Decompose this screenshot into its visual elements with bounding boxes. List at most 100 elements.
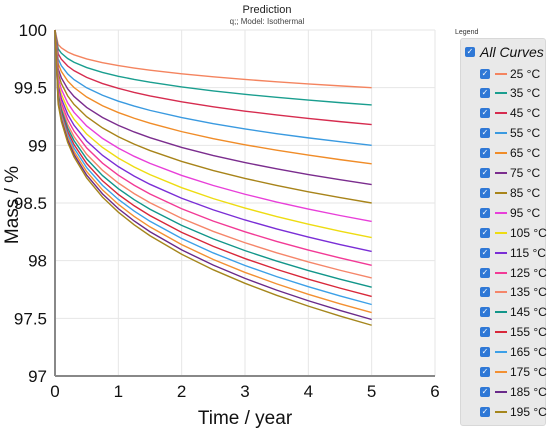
legend-item[interactable]: ✓ 85 °C bbox=[461, 183, 547, 202]
legend-item[interactable]: ✓ 155 °C bbox=[461, 323, 547, 342]
legend-swatch bbox=[495, 72, 507, 75]
series-line bbox=[54, 29, 372, 126]
legend-item[interactable]: ✓ 125 °C bbox=[461, 263, 547, 282]
legend-label: 25 °C bbox=[510, 66, 541, 81]
legend-label: 95 °C bbox=[510, 205, 541, 220]
series-line bbox=[54, 29, 372, 89]
legend-label: 135 °C bbox=[510, 285, 547, 300]
legend-swatch bbox=[495, 92, 507, 95]
legend-title: Legend bbox=[455, 29, 479, 36]
legend-item[interactable]: ✓ 25 °C bbox=[461, 64, 547, 83]
all-curves-label: All Curves bbox=[480, 43, 544, 60]
legend-label: 85 °C bbox=[510, 185, 541, 200]
series-line bbox=[54, 29, 372, 288]
chart-plot: Prediction q;; Model: Isothermal 0 1 2 3 4 5 6… bbox=[2, 4, 440, 429]
y-tick-label: 100 bbox=[19, 21, 47, 40]
legend-checkbox[interactable]: ✓ bbox=[480, 386, 490, 397]
series-line bbox=[54, 29, 372, 314]
legend-label: 195 °C bbox=[510, 404, 547, 419]
y-tick-label: 97 bbox=[28, 367, 47, 386]
legend-item[interactable]: ✓ 135 °C bbox=[461, 283, 547, 302]
legend-swatch bbox=[495, 172, 507, 174]
legend-item[interactable]: ✓ 185 °C bbox=[461, 382, 547, 401]
legend-item[interactable]: ✓ 55 °C bbox=[461, 124, 547, 143]
y-tick-label: 97.5 bbox=[14, 309, 47, 328]
legend-checkbox[interactable]: ✓ bbox=[480, 406, 490, 417]
legend-checkbox[interactable]: ✓ bbox=[480, 128, 490, 139]
legend-item[interactable]: ✓ 35 °C bbox=[461, 84, 547, 103]
legend-checkbox[interactable]: ✓ bbox=[480, 88, 490, 99]
x-tick-label: 6 bbox=[430, 382, 439, 401]
chart-title: Prediction bbox=[243, 4, 292, 16]
legend-label: 55 °C bbox=[510, 126, 541, 141]
series-line bbox=[54, 29, 372, 239]
legend-item[interactable]: ✓ 165 °C bbox=[461, 343, 547, 362]
y-tick-label: 98 bbox=[28, 252, 47, 271]
legend-checkbox[interactable]: ✓ bbox=[480, 247, 490, 258]
legend-label: 65 °C bbox=[510, 146, 541, 161]
legend-swatch bbox=[495, 152, 507, 155]
legend-label: 125 °C bbox=[510, 265, 547, 280]
legend-checkbox[interactable]: ✓ bbox=[480, 108, 490, 119]
legend-checkbox[interactable]: ✓ bbox=[480, 327, 490, 338]
legend-swatch bbox=[495, 371, 507, 373]
legend-swatch bbox=[495, 271, 507, 274]
legend-item[interactable]: ✓ 45 °C bbox=[461, 104, 547, 123]
legend-checkbox[interactable]: ✓ bbox=[480, 68, 490, 79]
series-line bbox=[54, 29, 372, 279]
x-tick-label: 0 bbox=[50, 382, 59, 401]
series-line bbox=[54, 29, 372, 204]
legend-checkbox[interactable]: ✓ bbox=[480, 287, 490, 298]
legend-panel: ✓ All Curves ✓ 25 °C ✓ 35 °C ✓ 45 °C ✓ 55 °C ✓ 65… bbox=[460, 38, 547, 426]
y-axis-label: Mass / % bbox=[2, 166, 23, 244]
legend-swatch bbox=[495, 132, 507, 135]
legend-swatch bbox=[495, 211, 507, 214]
legend-item[interactable]: ✓ 75 °C bbox=[461, 164, 547, 183]
legend-checkbox[interactable]: ✓ bbox=[480, 148, 490, 159]
legend-checkbox[interactable]: ✓ bbox=[480, 307, 490, 318]
legend-label: 105 °C bbox=[510, 225, 547, 240]
series-line bbox=[54, 29, 372, 223]
y-tick-label: 98.5 bbox=[14, 194, 47, 213]
all-curves-checkbox[interactable]: ✓ bbox=[465, 46, 475, 57]
legend-item[interactable]: ✓ 95 °C bbox=[461, 203, 547, 222]
legend-swatch bbox=[495, 410, 507, 413]
legend-checkbox[interactable]: ✓ bbox=[480, 207, 490, 218]
legend-checkbox[interactable]: ✓ bbox=[480, 227, 490, 238]
legend-label: 165 °C bbox=[510, 345, 547, 360]
legend-label: 155 °C bbox=[510, 325, 547, 340]
legend-label: 115 °C bbox=[510, 245, 546, 260]
legend-checkbox[interactable]: ✓ bbox=[480, 168, 490, 178]
legend-swatch bbox=[495, 390, 507, 393]
legend-checkbox[interactable]: ✓ bbox=[480, 267, 490, 278]
legend-checkbox[interactable]: ✓ bbox=[480, 367, 490, 377]
series-line bbox=[54, 29, 372, 147]
legend-swatch bbox=[495, 251, 507, 254]
legend-swatch bbox=[495, 331, 507, 334]
legend-label: 185 °C bbox=[510, 384, 547, 399]
legend-checkbox[interactable]: ✓ bbox=[480, 187, 490, 198]
x-tick-label: 5 bbox=[367, 382, 376, 401]
legend-item[interactable]: ✓ 175 °C bbox=[461, 363, 547, 382]
y-tick-label: 99 bbox=[28, 136, 47, 155]
legend-label: 175 °C bbox=[510, 365, 547, 379]
y-tick-label: 99.5 bbox=[14, 79, 47, 98]
series-line bbox=[54, 29, 372, 165]
legend-item[interactable]: ✓ 145 °C bbox=[461, 303, 547, 322]
legend-item[interactable]: ✓ 195 °C bbox=[461, 402, 547, 421]
legend-item[interactable]: ✓ 115 °C bbox=[461, 243, 547, 262]
series-line bbox=[54, 29, 372, 266]
series-line bbox=[54, 29, 372, 253]
legend-swatch bbox=[495, 351, 507, 354]
x-axis-label: Time / year bbox=[198, 408, 293, 429]
legend-item[interactable]: ✓ 65 °C bbox=[461, 144, 547, 163]
legend-all-curves[interactable]: ✓ All Curves bbox=[461, 42, 547, 61]
legend-item[interactable]: ✓ 105 °C bbox=[461, 223, 547, 242]
legend-swatch bbox=[495, 112, 507, 115]
x-tick-label: 2 bbox=[177, 382, 186, 401]
series-line bbox=[54, 29, 372, 106]
legend-swatch bbox=[495, 191, 507, 194]
chart-subtitle: q;; Model: Isothermal bbox=[230, 17, 305, 26]
legend-checkbox[interactable]: ✓ bbox=[480, 347, 490, 358]
legend-label: 145 °C bbox=[510, 305, 547, 320]
